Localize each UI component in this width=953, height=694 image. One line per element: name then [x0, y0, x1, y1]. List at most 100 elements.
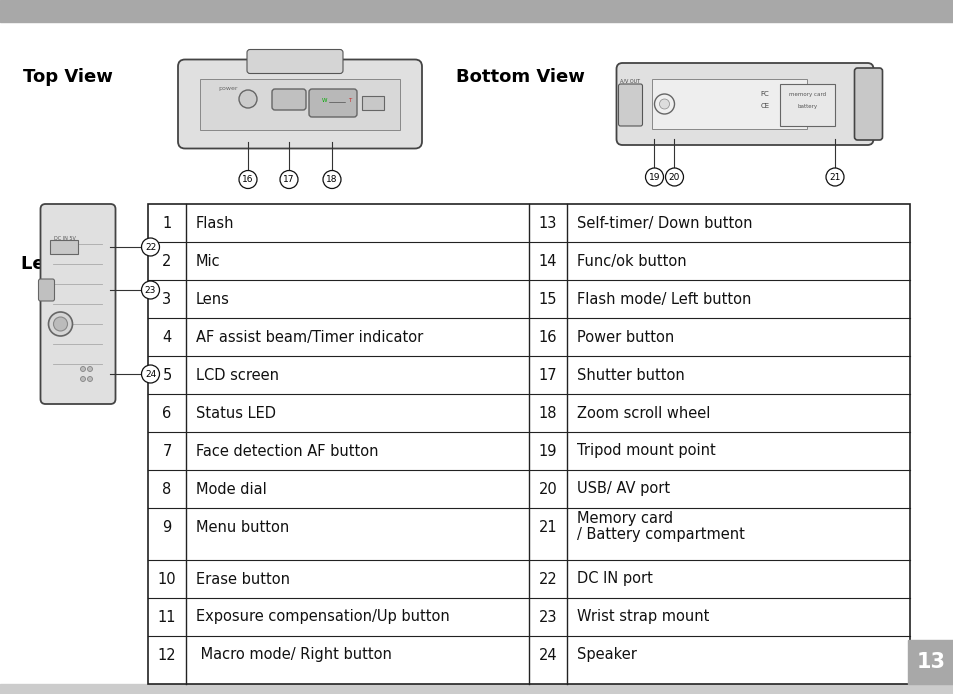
- Circle shape: [53, 317, 68, 331]
- Circle shape: [665, 168, 682, 186]
- Text: Bottom View: Bottom View: [456, 68, 584, 86]
- Text: LCD screen: LCD screen: [195, 368, 278, 382]
- Circle shape: [88, 377, 92, 382]
- Text: 23: 23: [145, 285, 156, 294]
- Circle shape: [239, 90, 256, 108]
- Text: 22: 22: [145, 242, 156, 251]
- Bar: [148, 204, 909, 684]
- Circle shape: [825, 168, 843, 186]
- Text: 23: 23: [538, 609, 557, 625]
- Text: Zoom scroll wheel: Zoom scroll wheel: [577, 405, 710, 421]
- Circle shape: [88, 366, 92, 371]
- Text: 8: 8: [162, 482, 172, 496]
- Text: 10: 10: [157, 571, 176, 586]
- Text: Wrist strap mount: Wrist strap mount: [577, 609, 709, 625]
- Text: 1: 1: [162, 216, 172, 230]
- Text: 3: 3: [162, 291, 172, 307]
- Text: 4: 4: [162, 330, 172, 344]
- Text: 12: 12: [157, 648, 176, 663]
- Text: 2: 2: [162, 253, 172, 269]
- Text: T: T: [348, 98, 351, 103]
- Circle shape: [141, 365, 159, 383]
- Text: Flash: Flash: [195, 216, 234, 230]
- Text: A/V OUT: A/V OUT: [619, 78, 639, 83]
- Bar: [907, 640, 953, 684]
- FancyBboxPatch shape: [854, 68, 882, 140]
- Text: Lens: Lens: [195, 291, 230, 307]
- Text: 15: 15: [538, 291, 557, 307]
- Circle shape: [80, 377, 86, 382]
- Text: 13: 13: [916, 652, 944, 672]
- Text: 21: 21: [538, 520, 557, 534]
- Circle shape: [80, 366, 86, 371]
- FancyBboxPatch shape: [38, 279, 54, 301]
- FancyBboxPatch shape: [272, 89, 306, 110]
- Text: Macro mode/ Right button: Macro mode/ Right button: [195, 648, 392, 663]
- Bar: [361, 96, 384, 110]
- Text: Mode dial: Mode dial: [195, 482, 267, 496]
- Circle shape: [659, 99, 669, 109]
- Circle shape: [323, 171, 340, 189]
- Text: 21: 21: [828, 173, 840, 182]
- Text: 9: 9: [162, 520, 172, 534]
- Bar: [0, 0, 953, 22]
- FancyBboxPatch shape: [40, 204, 115, 404]
- Text: 14: 14: [538, 253, 557, 269]
- Circle shape: [49, 312, 72, 336]
- Circle shape: [654, 94, 674, 114]
- Text: AF assist beam/Timer indicator: AF assist beam/Timer indicator: [195, 330, 423, 344]
- Text: Mic: Mic: [195, 253, 220, 269]
- Text: 16: 16: [538, 330, 557, 344]
- Text: Top View: Top View: [23, 68, 112, 86]
- Text: Exposure compensation/Up button: Exposure compensation/Up button: [195, 609, 449, 625]
- Bar: [780, 84, 834, 126]
- Bar: [0, 684, 953, 694]
- Circle shape: [645, 168, 662, 186]
- Bar: [652, 79, 806, 129]
- Text: 6: 6: [162, 405, 172, 421]
- Text: 17: 17: [538, 368, 557, 382]
- Text: DC IN port: DC IN port: [577, 571, 652, 586]
- Text: Face detection AF button: Face detection AF button: [195, 443, 378, 459]
- Text: 18: 18: [538, 405, 557, 421]
- Text: power: power: [218, 86, 237, 91]
- Circle shape: [141, 238, 159, 256]
- Text: Status LED: Status LED: [195, 405, 275, 421]
- FancyBboxPatch shape: [618, 84, 641, 126]
- Text: 19: 19: [648, 173, 659, 182]
- Circle shape: [141, 281, 159, 299]
- Text: 17: 17: [283, 175, 294, 184]
- Text: Erase button: Erase button: [195, 571, 290, 586]
- Text: Menu button: Menu button: [195, 520, 289, 534]
- FancyBboxPatch shape: [178, 60, 421, 149]
- Text: 13: 13: [538, 216, 557, 230]
- Text: 24: 24: [145, 369, 156, 378]
- Text: 24: 24: [538, 648, 557, 663]
- Text: 20: 20: [538, 482, 557, 496]
- Text: FC: FC: [760, 91, 768, 97]
- Text: USB/ AV port: USB/ AV port: [577, 482, 669, 496]
- Text: 19: 19: [538, 443, 557, 459]
- Text: 22: 22: [538, 571, 557, 586]
- Text: DC IN 5V: DC IN 5V: [53, 236, 75, 241]
- Text: W: W: [322, 98, 327, 103]
- Text: memory card: memory card: [789, 92, 825, 97]
- Text: Left View: Left View: [21, 255, 115, 273]
- Text: Func/ok button: Func/ok button: [577, 253, 686, 269]
- Text: 11: 11: [157, 609, 176, 625]
- Text: CE: CE: [760, 103, 769, 109]
- Bar: [200, 78, 399, 130]
- Text: / Battery compartment: / Battery compartment: [577, 527, 744, 543]
- Circle shape: [239, 171, 256, 189]
- Text: battery: battery: [797, 104, 818, 109]
- Text: Shutter button: Shutter button: [577, 368, 684, 382]
- Circle shape: [280, 171, 297, 189]
- Text: Flash mode/ Left button: Flash mode/ Left button: [577, 291, 751, 307]
- FancyBboxPatch shape: [309, 89, 356, 117]
- Text: 5: 5: [162, 368, 172, 382]
- Text: Memory card: Memory card: [577, 511, 673, 527]
- Text: 18: 18: [326, 175, 337, 184]
- Text: Tripod mount point: Tripod mount point: [577, 443, 715, 459]
- Text: 7: 7: [162, 443, 172, 459]
- FancyBboxPatch shape: [247, 49, 343, 74]
